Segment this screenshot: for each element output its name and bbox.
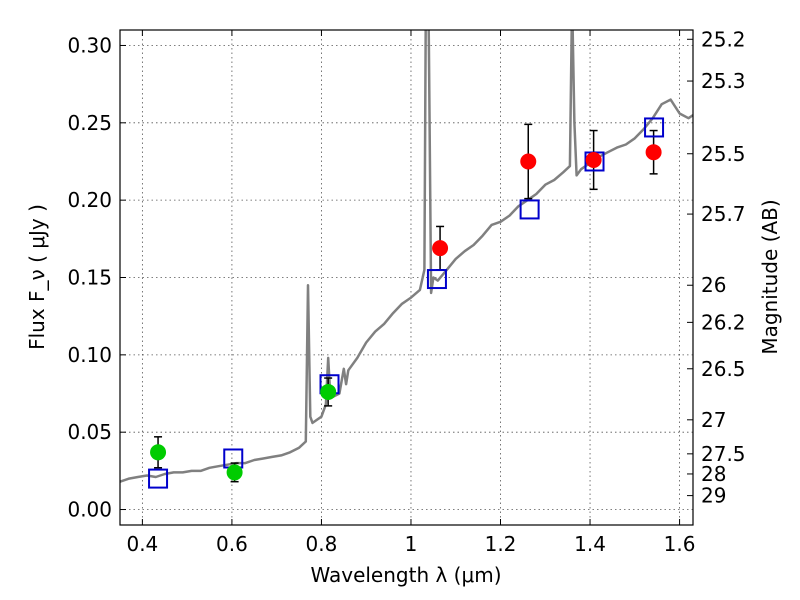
square-marker (148, 468, 169, 489)
y-axis-right-label: Magnitude (AB) (758, 199, 782, 354)
circle-marker (585, 151, 602, 168)
circle-marker (645, 144, 662, 161)
circle-marker (320, 383, 337, 400)
circle-marker (150, 444, 167, 461)
x-tick-label: 1 (405, 532, 418, 556)
y-tick-label: 0.25 (67, 111, 112, 135)
x-tick-label: 0.8 (306, 532, 338, 556)
circle-marker (520, 153, 537, 170)
right-tick-label: 28 (701, 462, 726, 486)
x-tick-label: 0.4 (126, 532, 158, 556)
y-tick-label: 0.10 (67, 343, 112, 367)
y-tick-label: 0.30 (67, 33, 112, 57)
circle-marker (226, 464, 243, 481)
right-tick-label: 29 (701, 484, 726, 508)
x-tick-label: 1.6 (664, 532, 696, 556)
y-tick-label: 0.20 (67, 188, 112, 212)
square-marker (519, 199, 540, 220)
y-tick-label: 0.00 (67, 498, 112, 522)
y-tick-label: 0.05 (67, 420, 112, 444)
right-tick-label: 25.5 (701, 142, 746, 166)
series-layer (120, 30, 693, 489)
y-axis-label: Flux F_ν ( μJy ) (25, 204, 49, 350)
right-tick-label: 27 (701, 408, 726, 432)
x-tick-label: 1.2 (485, 532, 517, 556)
right-tick-label: 26.5 (701, 357, 746, 381)
x-tick-label: 1.4 (574, 532, 606, 556)
square-marker (644, 117, 665, 138)
right-tick-label: 26 (701, 273, 726, 297)
grid (120, 30, 693, 525)
right-tick-label: 27.5 (701, 442, 746, 466)
x-tick-label: 0.6 (216, 532, 248, 556)
right-tick-label: 25.2 (701, 27, 746, 51)
square-marker (426, 269, 447, 290)
right-tick-label: 26.2 (701, 310, 746, 334)
x-axis-label: Wavelength λ (μm) (310, 563, 501, 587)
circle-marker (432, 240, 449, 257)
y-tick-label: 0.15 (67, 266, 112, 290)
ticks: 0.4 0.6 0.8 1 1.2 1.4 1.6 0.00 0.05 0.10 0.15 0.20 0… (67, 27, 745, 556)
right-tick-label: 25.7 (701, 202, 746, 226)
right-tick-label: 25.3 (701, 69, 746, 93)
